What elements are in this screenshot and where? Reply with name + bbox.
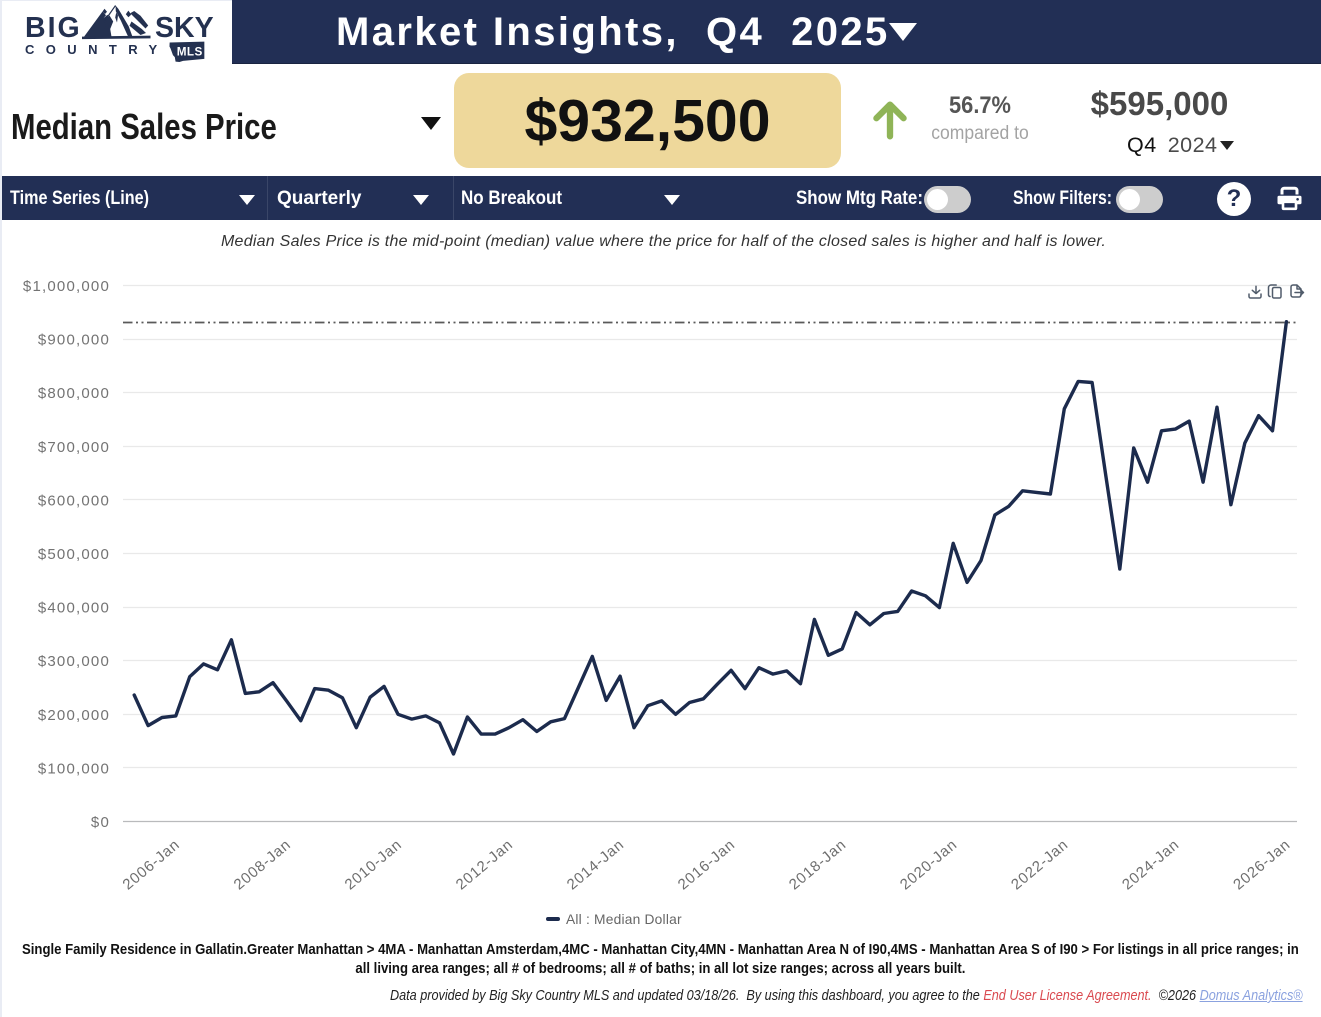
svg-text:$700,000: $700,000 xyxy=(38,439,110,456)
svg-text:2010-Jan: 2010-Jan xyxy=(342,836,406,893)
svg-text:2024-Jan: 2024-Jan xyxy=(1119,836,1183,893)
svg-text:2020-Jan: 2020-Jan xyxy=(897,836,961,893)
svg-text:2016-Jan: 2016-Jan xyxy=(675,836,739,893)
svg-text:2014-Jan: 2014-Jan xyxy=(564,836,628,893)
svg-text:$500,000: $500,000 xyxy=(38,546,110,563)
svg-text:2018-Jan: 2018-Jan xyxy=(786,836,850,893)
svg-text:2008-Jan: 2008-Jan xyxy=(231,836,295,893)
svg-text:2012-Jan: 2012-Jan xyxy=(453,836,517,893)
svg-text:$100,000: $100,000 xyxy=(38,760,110,777)
svg-text:$600,000: $600,000 xyxy=(38,492,110,509)
svg-text:$400,000: $400,000 xyxy=(38,600,110,617)
svg-text:2026-Jan: 2026-Jan xyxy=(1230,836,1294,893)
svg-text:$300,000: $300,000 xyxy=(38,653,110,670)
svg-text:2006-Jan: 2006-Jan xyxy=(120,836,184,893)
svg-text:$200,000: $200,000 xyxy=(38,707,110,724)
svg-text:$0: $0 xyxy=(91,814,110,831)
svg-text:$900,000: $900,000 xyxy=(38,332,110,349)
svg-text:$1,000,000: $1,000,000 xyxy=(23,278,110,295)
svg-text:All : Median Dollar: All : Median Dollar xyxy=(566,912,682,927)
svg-text:MLS: MLS xyxy=(177,46,203,59)
svg-text:2022-Jan: 2022-Jan xyxy=(1008,836,1072,893)
svg-text:$800,000: $800,000 xyxy=(38,385,110,402)
